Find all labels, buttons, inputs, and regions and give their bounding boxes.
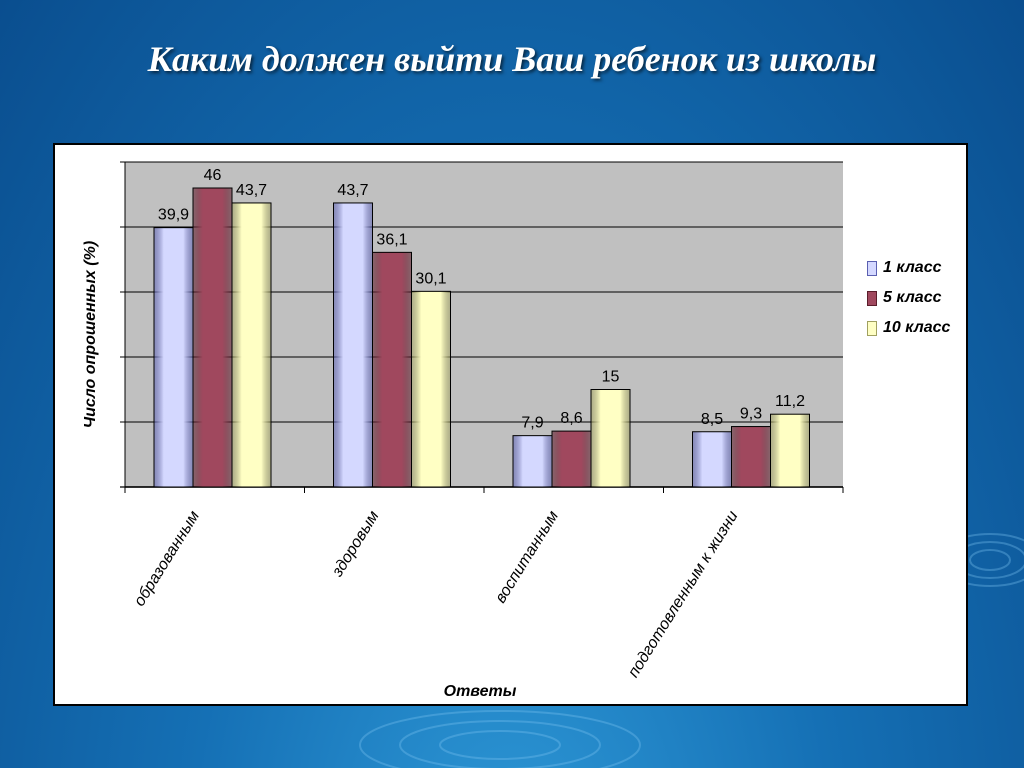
x-axis-title: Ответы: [444, 683, 517, 700]
bar-1-3: [512, 435, 553, 488]
data-label: 8,6: [560, 410, 582, 427]
data-label: 7,9: [521, 415, 543, 432]
data-label: 43,7: [236, 182, 267, 199]
bar-2-1: [192, 187, 233, 488]
bar-1-2: [333, 202, 373, 488]
bar-3-4: [770, 413, 810, 488]
bar-2-4: [731, 426, 771, 488]
bar-1-1: [153, 227, 194, 488]
data-label: 15: [602, 369, 620, 386]
y-axis-title: Число опрошенных (%): [82, 241, 99, 428]
legend-label-3: 10 класс: [883, 319, 951, 336]
legend-swatch-1: [867, 260, 877, 276]
data-label: 39,9: [158, 207, 189, 224]
category-label: подготовленным к жизни: [625, 508, 742, 681]
data-label: 11,2: [775, 393, 805, 410]
legend-label-2: 5 класс: [883, 289, 942, 306]
bar-2-2: [372, 251, 412, 488]
legend-label-1: 1 класс: [883, 259, 942, 276]
bar-3-1: [231, 202, 272, 488]
bar-chart: 39,9 46 43,7 образованным 43,7 36,1 30,1 здоров…: [82, 161, 844, 700]
data-label: 9,3: [740, 406, 762, 423]
legend-item-1: 1 класс: [867, 253, 950, 283]
bar-3-2: [411, 290, 451, 488]
bar-2-3: [551, 430, 592, 488]
data-label: 36,1: [376, 231, 407, 248]
legend-swatch-3: [867, 320, 877, 336]
data-label: 43,7: [337, 182, 368, 199]
legend-item-3: 10 класс: [867, 313, 950, 343]
bar-1-4: [692, 431, 732, 488]
data-label: 8,5: [701, 411, 723, 428]
legend-item-2: 5 класс: [867, 283, 950, 313]
chart-legend: 1 класс 5 класс 10 класс: [867, 253, 950, 343]
slide-title: Каким должен выйти Ваш ребенок из школы: [147, 39, 877, 79]
legend-swatch-2: [867, 290, 877, 306]
data-label: 46: [204, 167, 222, 184]
data-label: 30,1: [415, 270, 446, 287]
bar-3-3: [590, 389, 631, 488]
category-label: воспитанным: [492, 508, 562, 606]
category-label: образованным: [131, 508, 203, 609]
chart-frame: 39,9 46 43,7 образованным 43,7 36,1 30,1 здоров…: [53, 143, 968, 706]
category-label: здоровым: [329, 508, 383, 581]
